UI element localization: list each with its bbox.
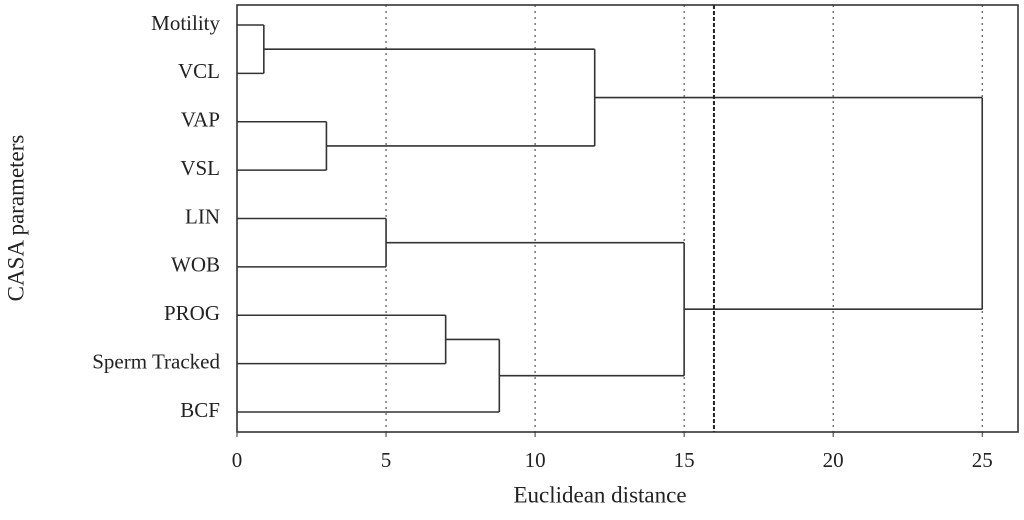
x-tick-label: 25 <box>972 448 993 472</box>
leaf-label: Motility <box>151 11 220 35</box>
x-axis-label: Euclidean distance <box>513 482 686 507</box>
leaf-label: LIN <box>185 204 220 228</box>
x-tick-label: 5 <box>381 448 392 472</box>
leaf-label: PROG <box>164 301 220 325</box>
leaf-label: BCF <box>180 398 220 422</box>
x-tick-label: 20 <box>823 448 844 472</box>
leaf-label: Sperm Tracked <box>92 349 220 373</box>
leaf-label: WOB <box>171 253 220 277</box>
y-axis-label: CASA parameters <box>3 135 28 302</box>
leaf-label: VAP <box>181 108 220 132</box>
x-tick-label: 15 <box>674 448 695 472</box>
x-tick-label: 0 <box>232 448 243 472</box>
x-tick-label: 10 <box>525 448 546 472</box>
leaf-label: VSL <box>180 156 220 180</box>
leaf-label: VCL <box>178 59 220 83</box>
